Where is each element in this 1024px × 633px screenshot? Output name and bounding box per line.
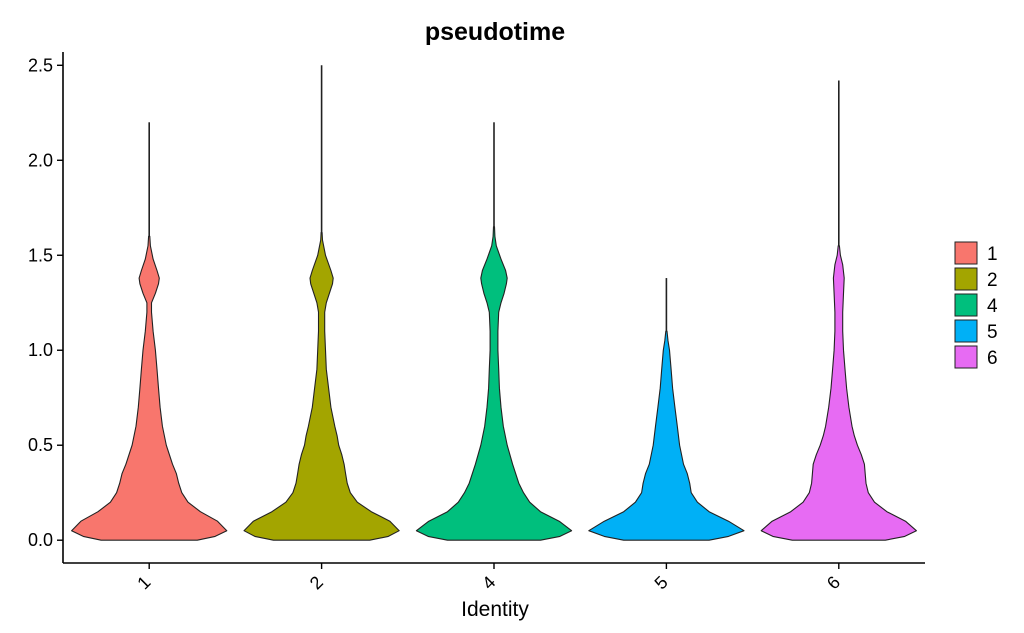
x-tick-label: 5: [651, 572, 672, 593]
y-ticks-group: 0.0 0.5 1.0 1.5 2.0 2.5: [28, 55, 63, 550]
legend-label-1: 1: [987, 244, 998, 265]
x-tick-label: 6: [823, 572, 844, 593]
legend-label-5: 5: [987, 322, 998, 343]
chart-title: pseudotime: [425, 18, 565, 46]
legend: 1 2 4 5 6: [954, 241, 998, 369]
x-tick-label: 2: [306, 572, 327, 593]
legend-label-6: 6: [987, 348, 998, 369]
legend-label-4: 4: [987, 296, 998, 317]
violins-group: [71, 65, 917, 541]
x-axis-label: Identity: [461, 598, 529, 621]
legend-label-2: 2: [987, 270, 998, 291]
legend-swatch-5: [954, 319, 978, 343]
violin-6: [760, 245, 917, 541]
legend-swatch-4: [954, 293, 978, 317]
violin-4: [415, 226, 573, 541]
x-tick-label: 4: [478, 572, 499, 593]
violin-2: [243, 231, 400, 541]
legend-swatch-2: [954, 267, 978, 291]
y-tick-label: 0.5: [28, 435, 53, 455]
y-tick-label: 2.0: [28, 150, 53, 170]
x-tick-label: 1: [133, 572, 154, 593]
y-tick-label: 1.5: [28, 245, 53, 265]
x-ticks-group: 1 2 4 5 6: [133, 563, 844, 593]
violin-1: [71, 235, 228, 541]
legend-swatch-6: [954, 345, 978, 369]
violin-5: [588, 330, 745, 541]
y-tick-label: 0.0: [28, 530, 53, 550]
y-tick-label: 2.5: [28, 55, 53, 75]
legend-swatch-1: [954, 241, 978, 265]
y-tick-label: 1.0: [28, 340, 53, 360]
